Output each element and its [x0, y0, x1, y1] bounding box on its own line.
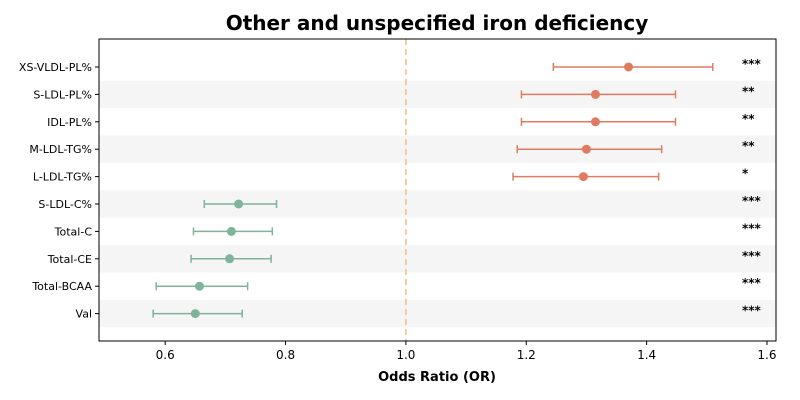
or-point [226, 226, 236, 236]
or-point [624, 62, 634, 72]
y-tick-label: IDL-PL% [47, 116, 92, 129]
y-tick-label: M-LDL-TG% [29, 143, 92, 156]
axes: XS-VLDL-PL% S-LDL-PL% IDL-PL% M-LDL-TG% L-LD… [19, 38, 777, 362]
or-point [578, 172, 588, 182]
significance-label: *** [742, 304, 762, 318]
significance-label: *** [742, 57, 762, 71]
significance-label: *** [742, 194, 762, 208]
significance-label: ** [742, 84, 755, 98]
chart-title: Other and unspecified iron deficiency [226, 11, 649, 35]
x-tick-label: 0.6 [156, 348, 175, 362]
row-band [99, 135, 776, 163]
significance-label: *** [742, 276, 762, 290]
or-point [581, 144, 591, 154]
x-tick-label: 1.0 [396, 348, 415, 362]
y-tick-label: XS-VLDL-PL% [19, 61, 92, 74]
or-point [194, 281, 204, 291]
significance-label: * [742, 167, 749, 181]
x-tick-label: 0.8 [276, 348, 295, 362]
or-point [590, 89, 600, 99]
x-tick-label: 1.4 [637, 348, 656, 362]
y-tick-label: Val [76, 308, 92, 321]
or-point [190, 309, 200, 319]
significance-label: ** [742, 112, 755, 126]
plot-frame [98, 38, 777, 342]
y-tick-label: Total-C [54, 225, 93, 238]
y-tick-label: L-LDL-TG% [33, 171, 92, 184]
y-tick-label: Total-BCAA [31, 280, 92, 293]
x-tick-label: 1.2 [517, 348, 536, 362]
y-tick-label: Total-CE [47, 253, 92, 266]
significance-label: *** [742, 221, 762, 235]
y-tick-label: S-LDL-PL% [33, 88, 92, 101]
x-tick-label: 1.6 [757, 348, 776, 362]
significance-label: *** [742, 249, 762, 263]
or-point [590, 117, 600, 127]
y-tick-label: S-LDL-C% [38, 198, 92, 211]
or-point [225, 254, 235, 264]
x-axis-label: Odds Ratio (OR) [378, 370, 496, 385]
or-point [234, 199, 244, 209]
data-marks: ************************* [152, 57, 762, 319]
significance-label: ** [742, 139, 755, 153]
row-band [99, 190, 776, 218]
